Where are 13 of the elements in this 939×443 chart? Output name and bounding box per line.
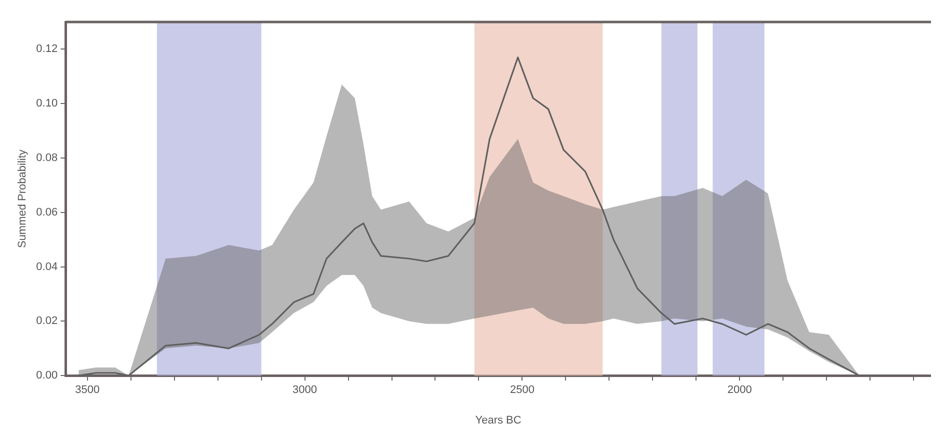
y-tick-label: 0.04 [36, 260, 58, 273]
y-tick-label: 0.12 [36, 43, 58, 56]
y-axis-title: Summed Probability [16, 149, 29, 248]
y-tick-label: 0.00 [36, 370, 58, 382]
y-tick-label: 0.02 [36, 315, 58, 328]
y-tick-label: 0.08 [36, 152, 58, 164]
y-tick-label: 0.06 [36, 206, 58, 218]
x-tick-label: 3500 [75, 384, 100, 396]
y-tick-label: 0.10 [36, 98, 58, 110]
x-axis-title: Years BC [475, 414, 522, 426]
x-tick-label: 3000 [292, 384, 318, 396]
x-tick-label: 2000 [727, 384, 752, 396]
x-tick-label: 2500 [510, 384, 534, 396]
